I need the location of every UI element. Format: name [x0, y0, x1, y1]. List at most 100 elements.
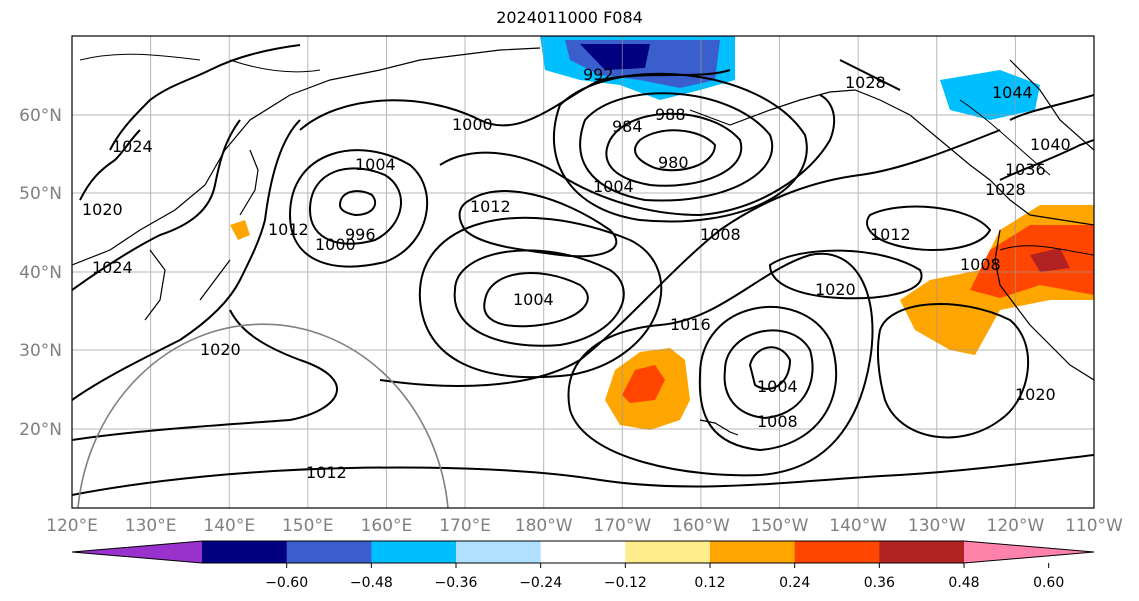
asia-coast [72, 47, 541, 266]
contour-1016-east [866, 205, 992, 251]
longitude-label: 130°W [908, 516, 966, 536]
contour-1012-south-long [72, 454, 1094, 496]
colorbar-segment [794, 541, 880, 563]
contour-low-central-988 [579, 92, 774, 202]
colorbar-tick-label: −0.36 [435, 575, 478, 591]
north-america-interior [1009, 59, 1094, 151]
contour-label-group: 996 992 988 984 980 1000 1000 1004 1004 … [82, 65, 1071, 482]
contour-1028-ne [839, 59, 901, 91]
contour-label: 1028 [845, 73, 886, 92]
colorbar-segment [286, 541, 372, 563]
longitude-label: 130°E [125, 516, 177, 536]
japan-islands [199, 149, 259, 301]
latitude-label: 50°N [19, 184, 62, 204]
colorbar-segment [540, 541, 626, 563]
positive-anomaly-japan [230, 220, 250, 240]
longitude-label: 180°W [515, 516, 573, 536]
contour-low-west-1000 [308, 167, 402, 245]
colorbar-tick-label: −0.24 [519, 575, 562, 591]
longitude-label: 150°W [751, 516, 809, 536]
korea-coast [144, 249, 166, 321]
contour-1004-long [439, 94, 836, 217]
contour-1004-south-inner [748, 346, 792, 390]
latitude-label: 30°N [19, 341, 62, 361]
longitude-label: 160°W [672, 516, 730, 536]
contour-label: 1008 [700, 225, 741, 244]
contour-label: 1000 [315, 235, 356, 254]
longitude-label: 120°E [46, 516, 98, 536]
contour-label: 1004 [593, 177, 634, 196]
contour-label: 1020 [1015, 385, 1056, 404]
colorbar-tick-label: −0.60 [265, 575, 308, 591]
contour-low-central-996 [552, 72, 808, 223]
north-america-west-coast [994, 229, 1094, 381]
contour-label: 1004 [757, 377, 798, 396]
colorbar-segment [879, 541, 965, 563]
negative-anomaly-north-core [580, 44, 650, 70]
longitude-label: 120°W [987, 516, 1045, 536]
colorbar-segment [710, 541, 796, 563]
colorbar-segment [964, 541, 1094, 563]
contour-1016-loop [567, 252, 874, 477]
minor-contours [79, 53, 1094, 256]
latitude-label: 40°N [19, 263, 62, 283]
contour-label: 1016 [670, 315, 711, 334]
latitude-labels: 60°N 50°N 40°N 30°N 20°N [19, 106, 62, 440]
colorbar-tick-label: 0.60 [1033, 575, 1064, 591]
contour-label: 988 [655, 105, 686, 124]
contour-label: 1012 [268, 220, 309, 239]
contour-label: 1020 [815, 280, 856, 299]
colorbar-tick-label: 0.48 [948, 575, 979, 591]
colorbar-outline [71, 540, 1095, 564]
contour-label: 1012 [470, 197, 511, 216]
longitude-label: 110°W [1065, 516, 1123, 536]
colorbar-tick-label: −0.48 [350, 575, 393, 591]
contour-1024-west [72, 119, 241, 291]
contour-label: 1020 [82, 200, 123, 219]
positive-anomaly-west-coast-core [970, 225, 1094, 298]
contour-1012-central [418, 216, 663, 379]
contour-1016-diagonal [379, 129, 1001, 387]
contour-label: 996 [345, 225, 376, 244]
contour-label: 1012 [306, 463, 347, 482]
contour-1012-south [698, 306, 838, 452]
contour-1024-northwest [109, 44, 301, 151]
contour-label: 1044 [992, 83, 1033, 102]
contour-1020-west [72, 119, 301, 401]
range-circle [77, 323, 449, 508]
contour-low-central-inner [634, 129, 717, 172]
contour-label: 1004 [513, 290, 554, 309]
contour-label: 1036 [1005, 160, 1046, 179]
contour-1008-south [723, 329, 814, 420]
colorbar-tick-label: 0.12 [694, 575, 725, 591]
colorbar-segment [371, 541, 457, 563]
contour-label: 1024 [112, 137, 153, 156]
longitude-label: 150°E [282, 516, 334, 536]
contour-1020-northwest [79, 129, 141, 201]
colorbar-tick-label: −0.12 [604, 575, 647, 591]
coastlines [72, 47, 1094, 436]
longitude-label: 170°W [593, 516, 651, 536]
contour-1004-central [483, 272, 589, 328]
longitude-label: 160°E [361, 516, 413, 536]
map-frame [71, 35, 1095, 509]
contour-label: 1040 [1030, 135, 1071, 154]
positive-anomaly-subtropic-core [622, 365, 665, 403]
colorbar-tick-label: 0.36 [864, 575, 895, 591]
alaska-coast [689, 89, 1094, 226]
colorbar: −0.60 −0.48 −0.36 −0.24 −0.12 0.12 0.24 0.36 0.4… [71, 540, 1095, 591]
colorbar-segment [456, 541, 542, 563]
longitude-labels: 120°E 130°E 140°E 150°E 160°E 170°E 180°W 170°W… [46, 516, 1123, 536]
map-title: 2024011000 F084 [496, 8, 643, 27]
contour-1040-ne [1009, 94, 1094, 121]
map-gridlines [72, 36, 1094, 508]
longitude-label: 170°E [439, 516, 491, 536]
contour-label: 984 [612, 117, 643, 136]
contour-label: 1020 [200, 340, 241, 359]
contour-1008-central [453, 249, 625, 347]
colorbar-segment [72, 541, 202, 563]
contour-label: 1008 [757, 412, 798, 431]
colorbar-tick-label: 0.24 [779, 575, 810, 591]
contour-label: 1008 [960, 255, 1001, 274]
contour-label: 1024 [92, 258, 133, 277]
